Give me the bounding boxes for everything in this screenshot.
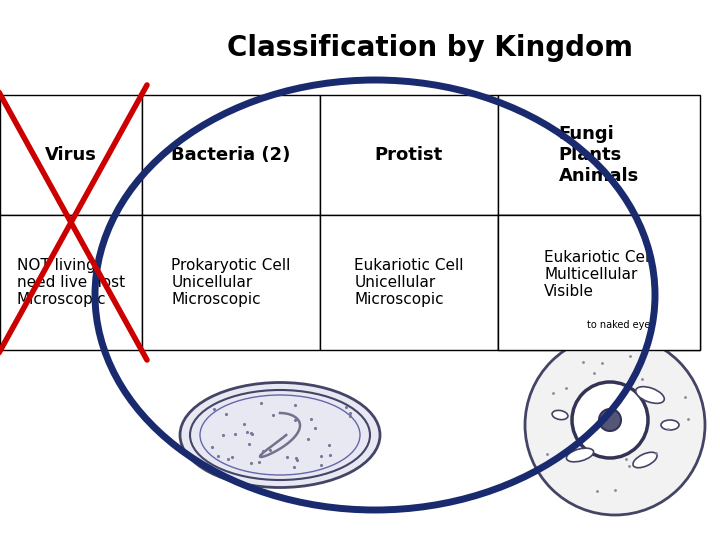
Ellipse shape — [572, 382, 648, 458]
Ellipse shape — [633, 453, 657, 468]
Text: Eukariotic Cell
Multicellular
Visible: Eukariotic Cell Multicellular Visible — [544, 258, 654, 307]
Bar — [142, 95, 320, 215]
Ellipse shape — [661, 420, 679, 430]
Text: Prokaryotic Cell
Unicellular
Microscopic: Prokaryotic Cell Unicellular Microscopic — [171, 258, 291, 307]
Bar — [320, 95, 498, 215]
Bar — [0, 215, 142, 350]
Ellipse shape — [180, 382, 380, 488]
Text: Classification by Kingdom: Classification by Kingdom — [227, 34, 633, 62]
Ellipse shape — [525, 335, 705, 515]
Text: Bacteria (2): Bacteria (2) — [171, 146, 291, 164]
Bar — [498, 95, 700, 215]
Text: Fungi
Plants
Animals: Fungi Plants Animals — [559, 125, 639, 185]
Ellipse shape — [567, 448, 593, 462]
Text: Eukariotic Cell
Multicellular
Visible: Eukariotic Cell Multicellular Visible — [544, 249, 654, 299]
Text: to naked eye: to naked eye — [588, 320, 651, 329]
Ellipse shape — [599, 409, 621, 431]
Text: Virus: Virus — [45, 146, 97, 164]
Bar — [320, 215, 498, 350]
Ellipse shape — [636, 387, 665, 403]
Bar — [0, 95, 142, 215]
Bar — [498, 215, 700, 350]
Bar — [142, 215, 320, 350]
Text: Protist: Protist — [375, 146, 443, 164]
Bar — [498, 215, 700, 350]
Text: NOT living
need live host
Microscopic: NOT living need live host Microscopic — [17, 258, 125, 307]
Ellipse shape — [552, 410, 568, 420]
Text: Eukariotic Cell
Unicellular
Microscopic: Eukariotic Cell Unicellular Microscopic — [354, 258, 464, 307]
